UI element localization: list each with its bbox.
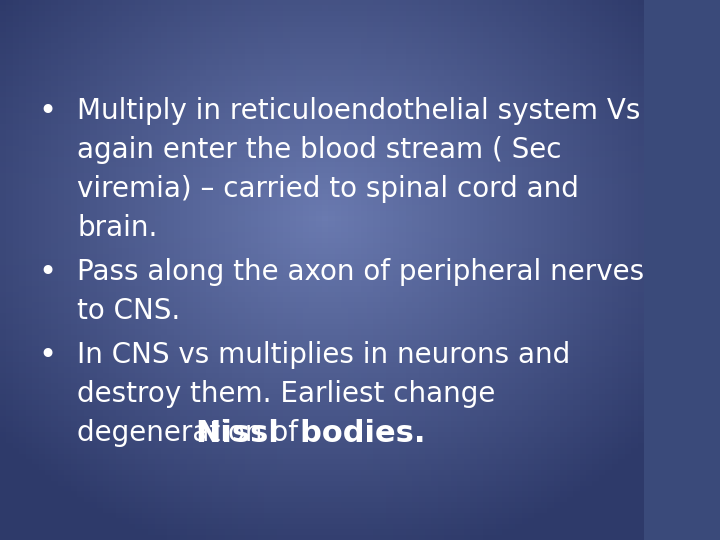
Text: brain.: brain. [77, 214, 158, 242]
Text: •: • [39, 258, 57, 287]
Text: destroy them. Earliest change: destroy them. Earliest change [77, 380, 495, 408]
Text: again enter the blood stream ( Sec: again enter the blood stream ( Sec [77, 136, 562, 164]
Text: •: • [39, 341, 57, 370]
Text: •: • [39, 97, 57, 126]
Text: In CNS vs multiplies in neurons and: In CNS vs multiplies in neurons and [77, 341, 570, 369]
Text: to CNS.: to CNS. [77, 297, 181, 325]
Text: Multiply in reticuloendothelial system Vs: Multiply in reticuloendothelial system V… [77, 97, 641, 125]
Text: degeneration of: degeneration of [77, 419, 307, 447]
Text: viremia) – carried to spinal cord and: viremia) – carried to spinal cord and [77, 175, 579, 203]
Text: Pass along the axon of peripheral nerves: Pass along the axon of peripheral nerves [77, 258, 644, 286]
Text: Nissl  bodies.: Nissl bodies. [196, 419, 426, 448]
